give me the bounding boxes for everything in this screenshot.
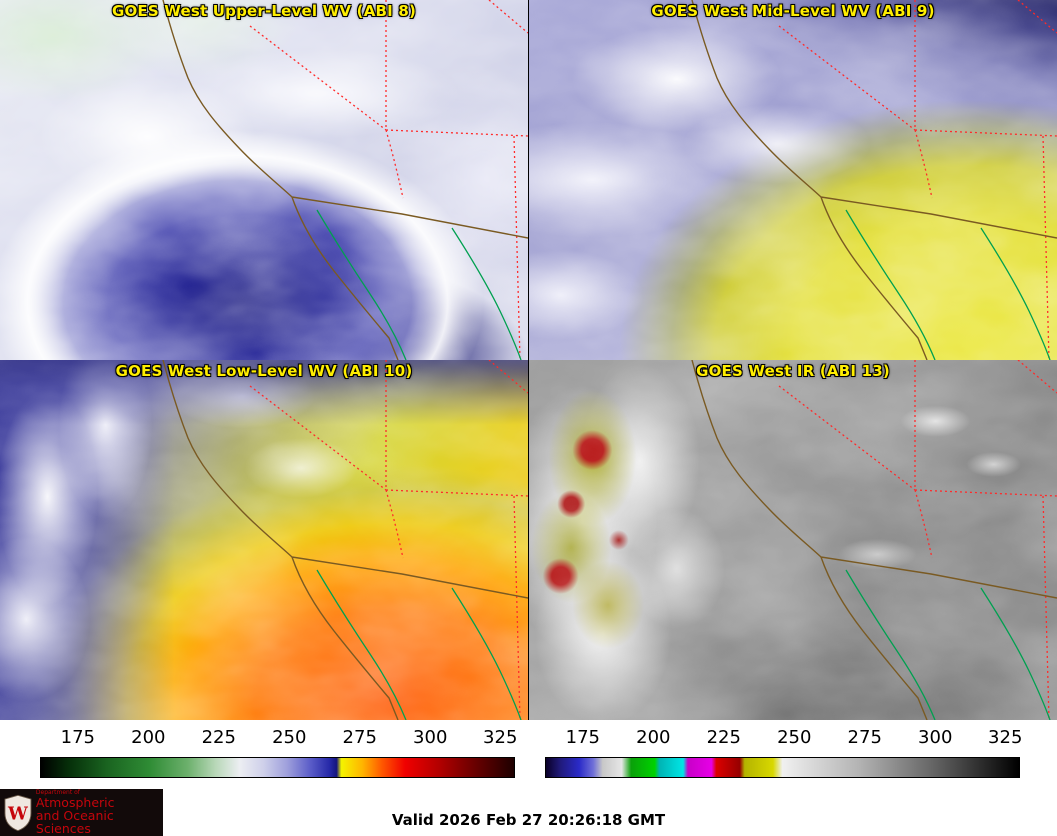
uw-aos-logo: W Department of Atmospheric and Oceanic …: [0, 789, 163, 836]
tick-label: 275: [847, 727, 882, 748]
ir-colorbar-ticks: 175 200 225 250 275 300 325: [545, 727, 1023, 751]
logo-line1: Atmospheric: [35, 794, 115, 810]
tick-label: 175: [565, 727, 601, 748]
panel-low-level-wv-abi10: GOES West Low-Level WV (ABI 10): [0, 360, 529, 720]
panel-title: GOES West Mid-Level WV (ABI 9): [651, 2, 935, 20]
cloud-texture: [0, 360, 528, 720]
panel-title: GOES West Low-Level WV (ABI 10): [115, 362, 413, 380]
panel-upper-level-wv-abi8: GOES West Upper-Level WV (ABI 8): [0, 0, 529, 360]
panel-ir-abi13: GOES West IR (ABI 13): [529, 360, 1057, 720]
tick-label: 325: [988, 727, 1023, 748]
map-overlay: [691, 360, 1057, 720]
wv-colorbar: [40, 757, 515, 778]
tick-label: 225: [706, 727, 741, 748]
ir-colorbar: [545, 757, 1020, 778]
logo-dept-line: Department of: [35, 788, 80, 796]
svg-text:W: W: [7, 803, 29, 824]
tick-label: 250: [272, 727, 307, 748]
logo-line2: and Oceanic Sciences: [35, 808, 114, 836]
map-overlay: [162, 360, 528, 720]
cloud-texture: [529, 360, 1057, 720]
tick-label: 200: [636, 727, 671, 748]
tick-label: 325: [483, 727, 518, 748]
tick-label: 200: [131, 727, 166, 748]
map-overlay: [162, 0, 528, 360]
cloud-texture: [0, 0, 528, 360]
uw-logo-text: Department of Atmospheric and Oceanic Sc…: [35, 788, 163, 836]
panel-mid-level-wv-abi9: GOES West Mid-Level WV (ABI 9): [529, 0, 1057, 360]
tick-label: 300: [413, 727, 448, 748]
tick-label: 225: [201, 727, 236, 748]
tick-label: 250: [777, 727, 812, 748]
map-overlay: [691, 0, 1057, 360]
panel-title: GOES West Upper-Level WV (ABI 8): [111, 2, 417, 20]
wv-colorbar-ticks: 175 200 225 250 275 300 325: [40, 727, 518, 751]
cloud-texture: [529, 0, 1057, 360]
tick-label: 300: [918, 727, 953, 748]
tick-label: 275: [342, 727, 377, 748]
valid-timestamp: Valid 2026 Feb 27 20:26:18 GMT: [391, 811, 666, 829]
panel-title: GOES West IR (ABI 13): [696, 362, 890, 380]
uw-crest-icon: W: [4, 794, 32, 831]
tick-label: 175: [60, 727, 96, 748]
